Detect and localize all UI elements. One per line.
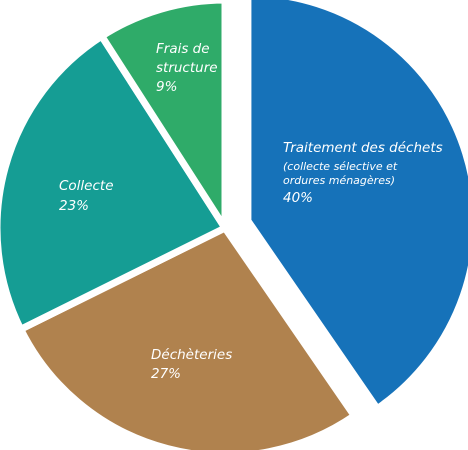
slice-value-collecte: 23%	[59, 198, 89, 214]
pie-slice-frais	[98, 0, 229, 232]
slice-label-collecte: Collecte	[59, 178, 114, 194]
pie-slice-collecte	[0, 32, 229, 333]
pie-slice-traitement	[244, 0, 468, 413]
slice-sublabel-traitement-1: (collecte sélective et	[283, 160, 398, 173]
slice-value-decheteries: 27%	[151, 366, 181, 382]
slice-value-traitement: 40%	[283, 190, 313, 206]
slice-label-decheteries: Déchèteries	[151, 347, 232, 363]
slice-label-traitement: Traitement des déchets	[283, 140, 443, 156]
label-traitement: Traitement des déchets (collecte sélecti…	[283, 140, 443, 206]
slice-label-frais-1: Frais de	[156, 41, 210, 57]
label-collecte: Collecte 23%	[59, 178, 114, 214]
label-frais: Frais de structure 9%	[156, 41, 218, 95]
slice-value-frais: 9%	[156, 79, 177, 95]
slice-label-frais-2: structure	[156, 60, 218, 76]
label-decheteries: Déchèteries 27%	[151, 347, 232, 382]
pie-slice-decheteries	[17, 224, 358, 450]
slice-sublabel-traitement-2: ordures ménagères)	[283, 174, 395, 187]
